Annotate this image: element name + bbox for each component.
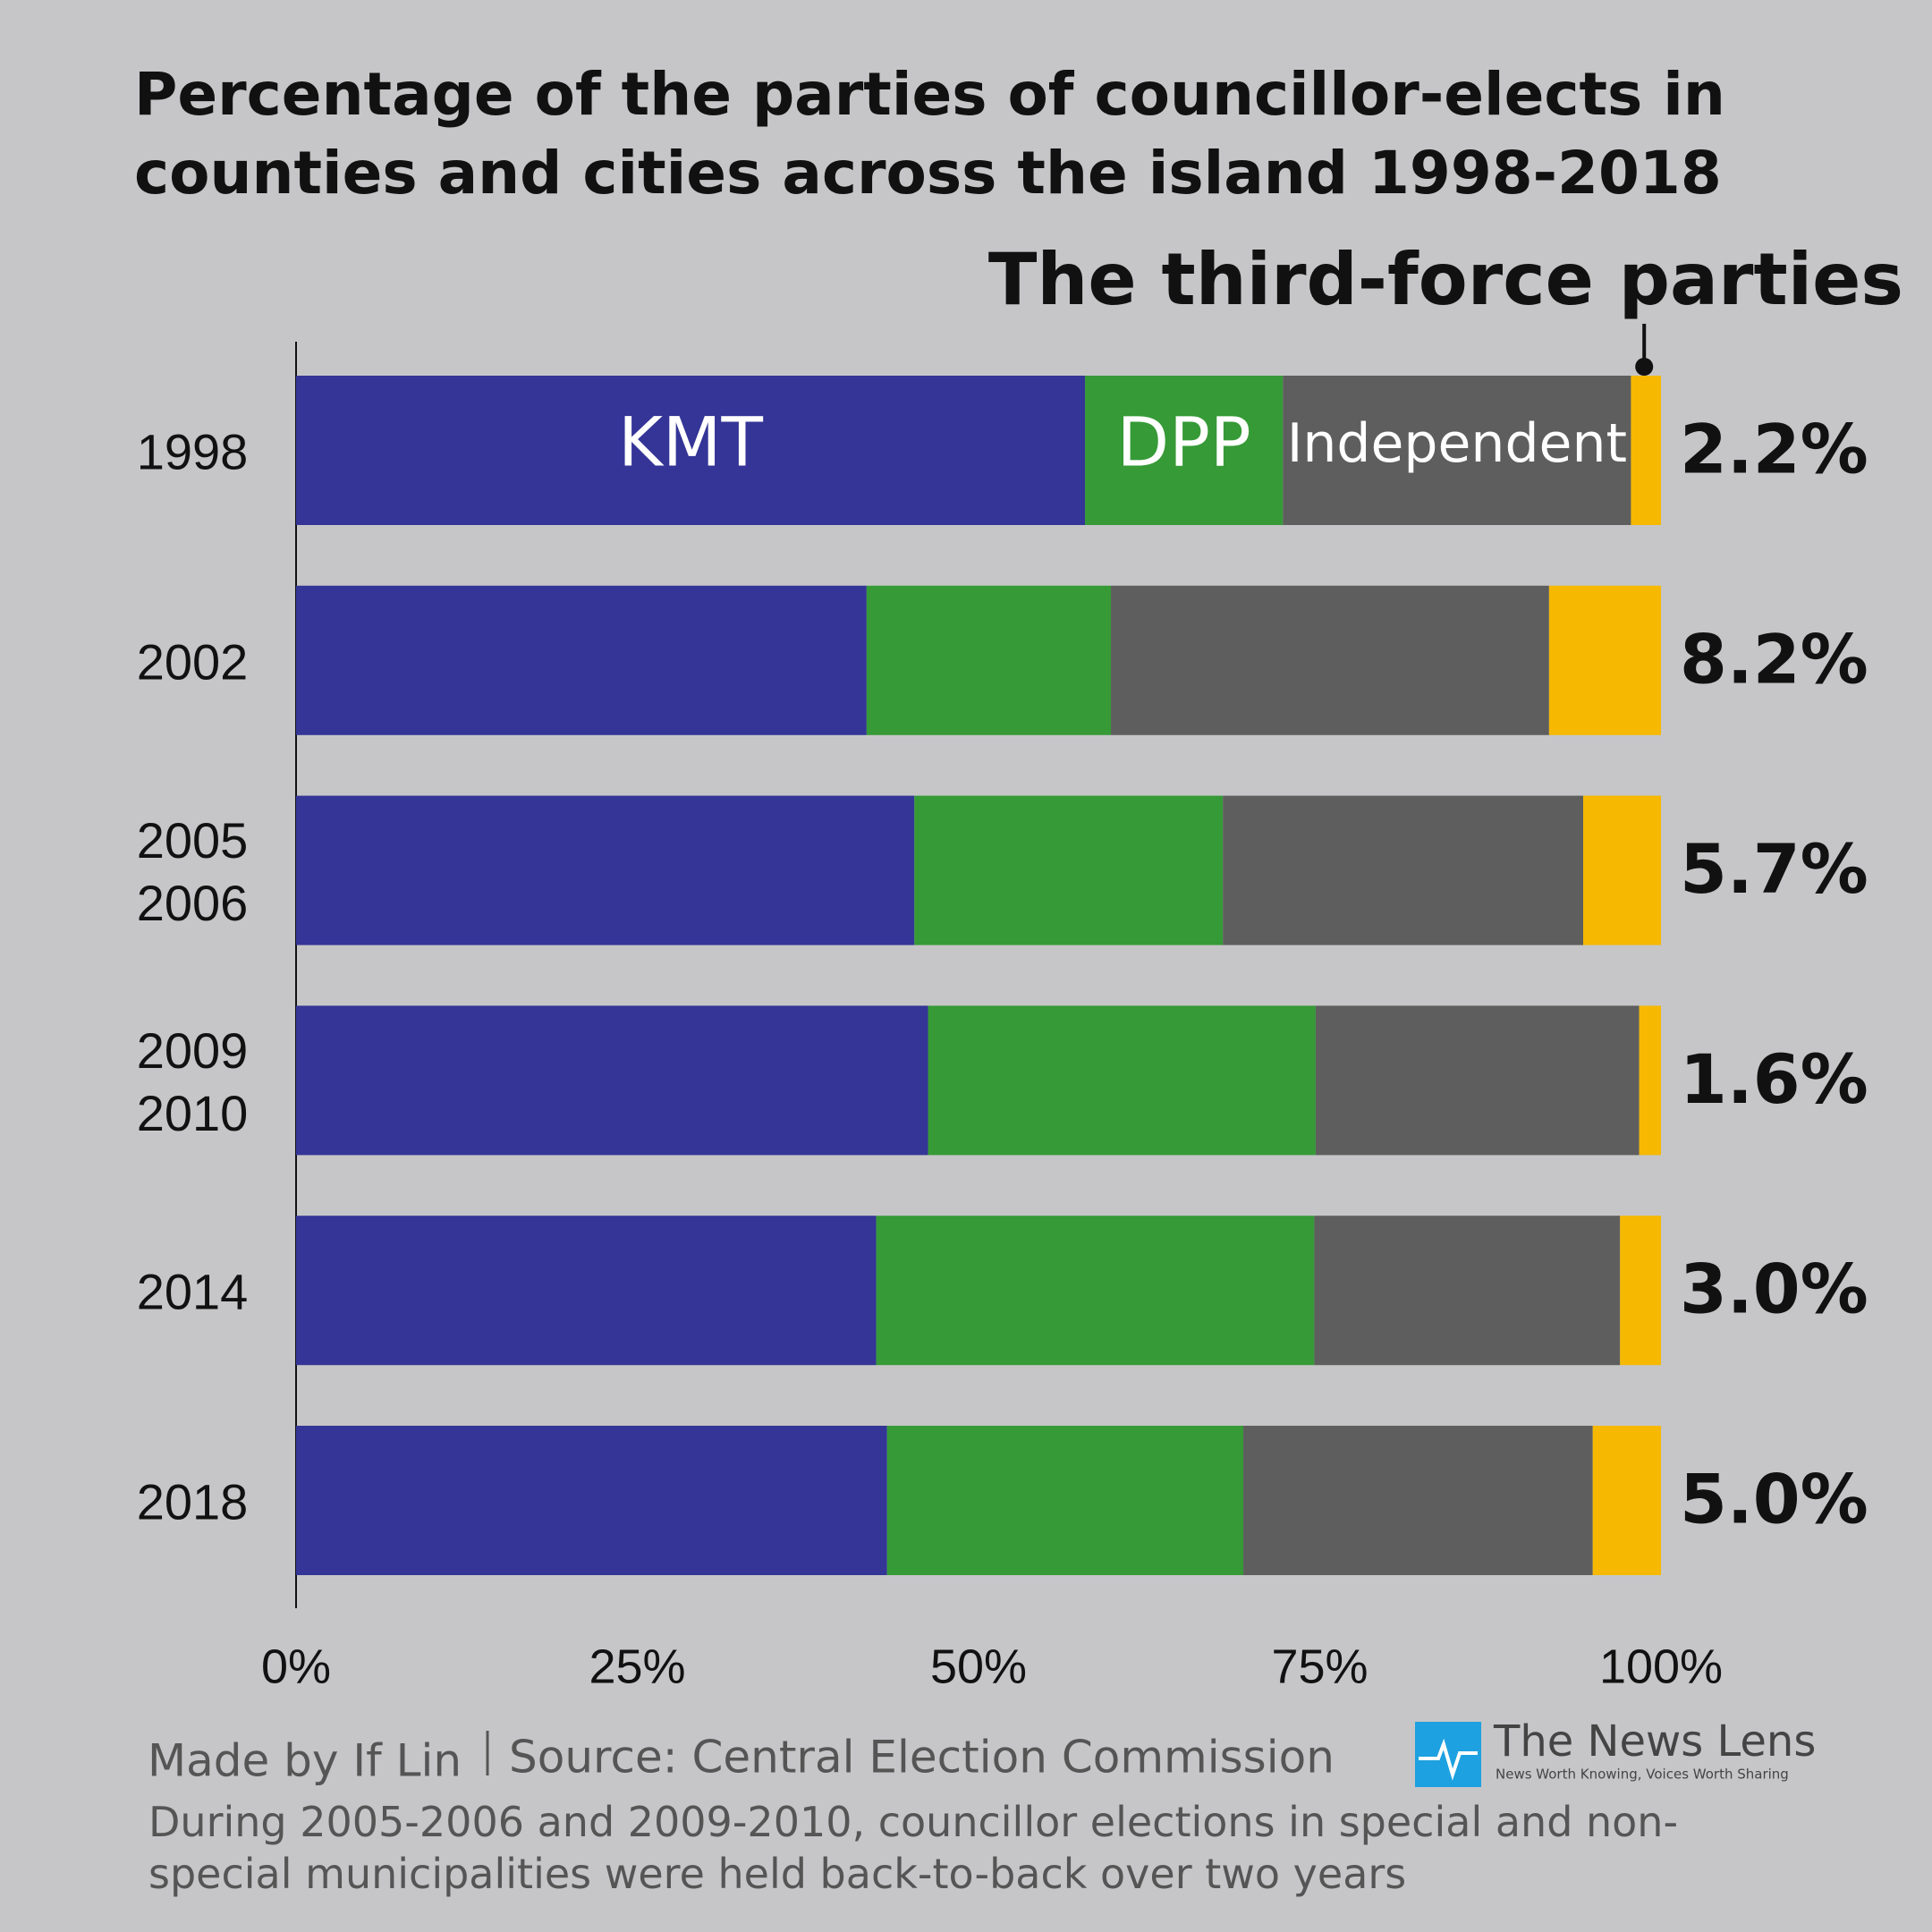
y-tick-label: 2002	[137, 633, 249, 690]
legend-label: DPP	[1117, 402, 1251, 481]
bar-segment	[1315, 1005, 1640, 1156]
y-tick-label: 2018	[137, 1473, 249, 1530]
bar-segment	[866, 585, 1112, 735]
x-tick-label: 75%	[1271, 1640, 1368, 1693]
x-tick-label: 100%	[1599, 1640, 1723, 1693]
bar-segment	[886, 1426, 1244, 1575]
bar-segment	[296, 585, 867, 735]
value-label: 8.2%	[1680, 619, 1868, 699]
bar-segment	[1631, 376, 1661, 525]
bar-segment	[1085, 376, 1284, 525]
legend-label: The third-force parties	[988, 238, 1903, 321]
logo-tagline: News Worth Knowing, Voices Worth Sharing	[1496, 1767, 1789, 1783]
bar-segment	[1111, 585, 1549, 735]
bar-segment	[1592, 1426, 1661, 1575]
note: During 2005-2006 and 2009-2010, councill…	[148, 1798, 1679, 1898]
chart-title: Percentage of the parties of councillor-…	[134, 60, 1725, 208]
y-tick-label: 2014	[137, 1263, 249, 1319]
value-label: 2.2%	[1680, 409, 1868, 488]
bar-segment	[1243, 1426, 1593, 1575]
bar-segment	[296, 376, 1086, 525]
legend-label: Independent	[1287, 412, 1627, 475]
bar-segment	[296, 1005, 928, 1156]
y-tick-label: 2009 2010	[137, 1022, 249, 1141]
bar-segment	[1223, 795, 1584, 945]
bar-segment	[928, 1005, 1316, 1156]
bar-segment	[1620, 1216, 1661, 1366]
x-tick-label: 25%	[589, 1640, 685, 1693]
bar-segment	[876, 1216, 1315, 1366]
source: Source: Central Election Commission	[509, 1732, 1335, 1784]
x-tick-label: 50%	[930, 1640, 1027, 1693]
value-label: 1.6%	[1680, 1039, 1868, 1119]
value-label: 5.0%	[1680, 1459, 1868, 1538]
legend-pointer-dot	[1635, 358, 1654, 376]
credit: Made by If Lin	[148, 1735, 462, 1787]
value-label: 3.0%	[1680, 1250, 1868, 1329]
bar-segment	[296, 1216, 877, 1366]
logo-pulse	[1419, 1738, 1478, 1781]
bar-segment	[1314, 1216, 1621, 1366]
bar-segment	[296, 795, 915, 945]
bar-segment	[1548, 585, 1661, 735]
y-tick-label: 2005 2006	[137, 812, 249, 931]
bar-segment	[1639, 1005, 1661, 1156]
bar-segment	[914, 795, 1224, 945]
logo-name: The News Lens	[1493, 1716, 1816, 1767]
bar-segment	[1283, 376, 1631, 525]
legend-label: KMT	[618, 402, 763, 481]
value-label: 5.7%	[1680, 829, 1868, 909]
bar-segment	[296, 1426, 887, 1575]
bar-segment	[1583, 795, 1661, 945]
y-tick-label: 1998	[137, 423, 249, 479]
x-tick-label: 0%	[261, 1640, 331, 1693]
